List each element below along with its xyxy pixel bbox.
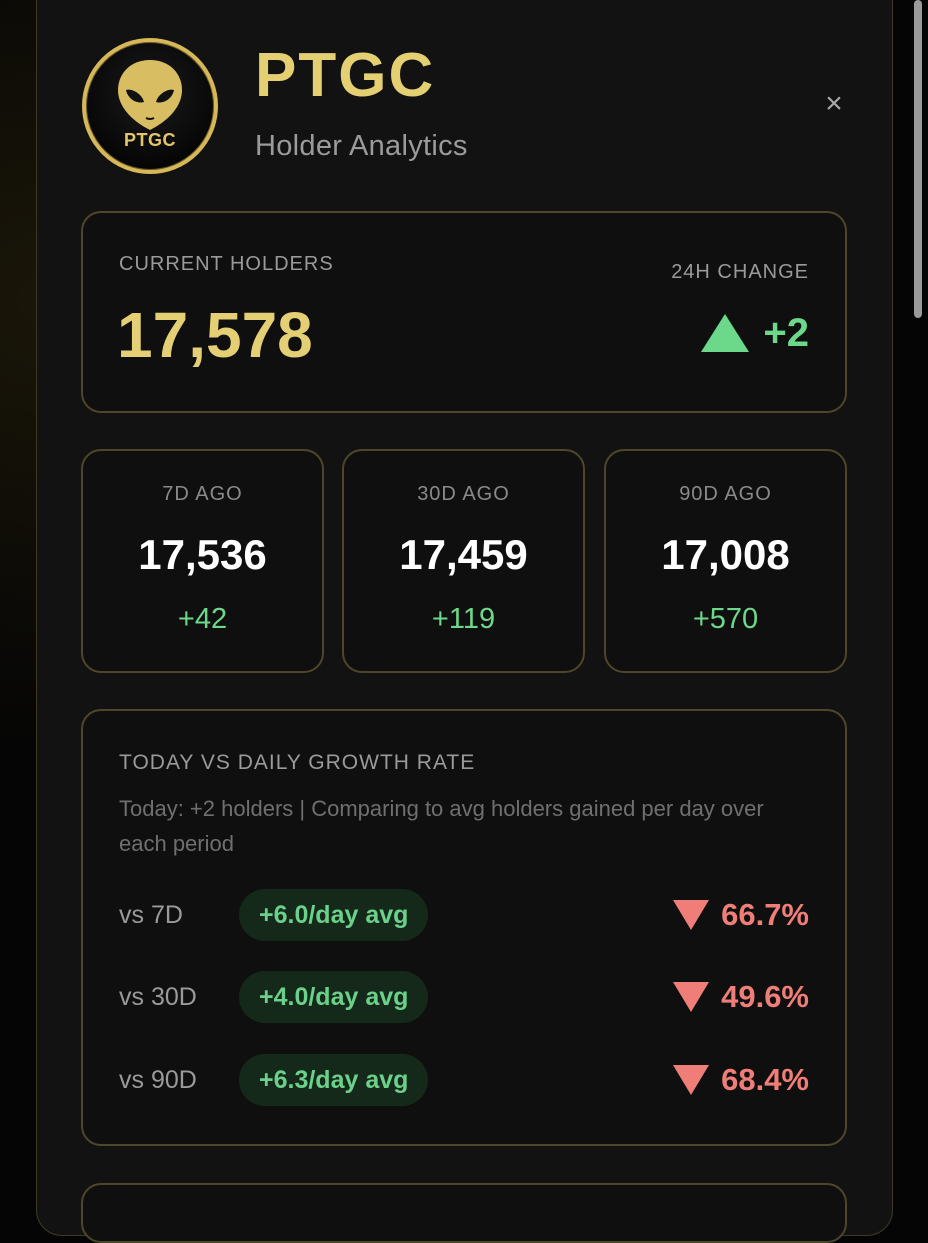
current-holders-label: CURRENT HOLDERS [119, 253, 334, 275]
period-delta: +42 [177, 603, 228, 635]
growth-rate-title: TODAY VS DAILY GROWTH RATE [119, 751, 476, 774]
period-card-90d: 90D AGO 17,008 +570 [604, 449, 847, 673]
period-delta: +570 [692, 603, 759, 635]
logo-text: PTGC [123, 130, 176, 150]
period-value: 17,536 [138, 531, 267, 578]
page-title: PTGC [255, 41, 436, 110]
period-label: 90D AGO [679, 483, 772, 505]
percent-value: 68.4% [721, 1062, 809, 1097]
page-subtitle: Holder Analytics [255, 130, 468, 162]
growth-row-30d: vs 30D +4.0/day avg 49.6% [119, 971, 809, 1023]
next-card [81, 1183, 847, 1243]
row-label: vs 90D [119, 1065, 197, 1094]
daily-avg-badge: +4.0/day avg [239, 971, 429, 1023]
alien-head-icon [118, 60, 182, 130]
percent-change: 49.6% [673, 979, 809, 1015]
triangle-down-icon [673, 900, 710, 930]
percent-value: 66.7% [721, 897, 809, 932]
daily-avg-badge: +6.0/day avg [239, 889, 429, 941]
row-label: vs 30D [119, 982, 197, 1011]
triangle-down-icon [673, 982, 710, 1012]
growth-row-90d: vs 90D +6.3/day avg 68.4% [119, 1054, 809, 1106]
growth-rate-description: Today: +2 holders | Comparing to avg hol… [119, 796, 764, 856]
close-button[interactable]: × [818, 88, 850, 120]
period-card-7d: 7D AGO 17,536 +42 [81, 449, 324, 673]
percent-change: 68.4% [673, 1062, 809, 1098]
change-24h-value: +2 [763, 310, 809, 355]
close-icon: × [825, 87, 843, 120]
percent-value: 49.6% [721, 979, 809, 1014]
growth-row-7d: vs 7D +6.0/day avg 66.7% [119, 889, 809, 941]
period-delta: +119 [431, 603, 496, 635]
change-24h: +2 [701, 309, 809, 357]
scrollbar-thumb[interactable] [914, 0, 922, 318]
triangle-down-icon [673, 1065, 710, 1095]
period-label: 30D AGO [417, 483, 510, 505]
row-label: vs 7D [119, 900, 183, 929]
period-card-30d: 30D AGO 17,459 +119 [342, 449, 585, 673]
current-holders-value: 17,578 [117, 299, 313, 371]
percent-change: 66.7% [673, 897, 809, 933]
period-value: 17,008 [661, 531, 790, 578]
triangle-up-icon [701, 314, 750, 352]
period-value: 17,459 [399, 531, 528, 578]
daily-avg-badge: +6.3/day avg [239, 1054, 429, 1106]
change-24h-label: 24H CHANGE [671, 261, 809, 283]
period-label: 7D AGO [162, 483, 243, 505]
ptgc-logo: PTGC [82, 38, 218, 174]
growth-rate-card: TODAY VS DAILY GROWTH RATE Today: +2 hol… [81, 709, 847, 1146]
current-holders-card: CURRENT HOLDERS 17,578 24H CHANGE +2 [81, 211, 847, 413]
